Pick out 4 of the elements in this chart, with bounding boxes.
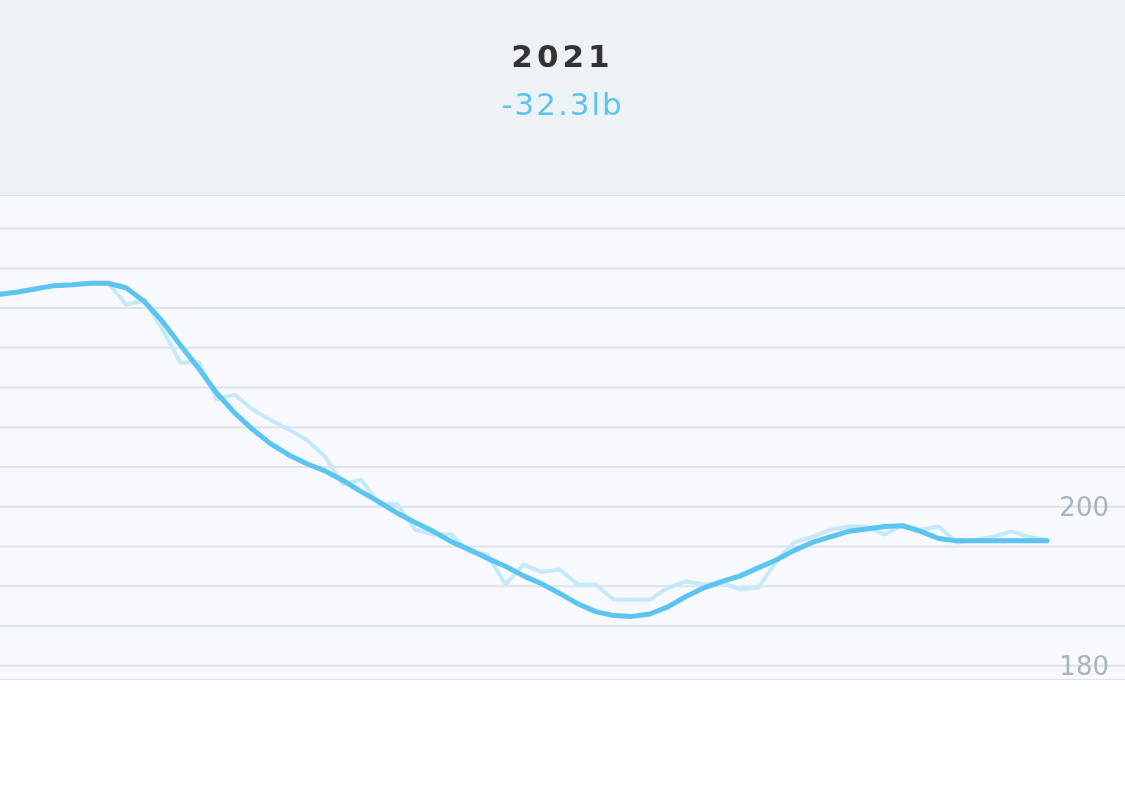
chart-title: 2021 xyxy=(510,38,615,74)
chart-subtitle: -32.3lb xyxy=(500,86,625,122)
y-tick-label: 180 xyxy=(1059,650,1109,681)
y-tick-label: 200 xyxy=(1059,491,1109,522)
